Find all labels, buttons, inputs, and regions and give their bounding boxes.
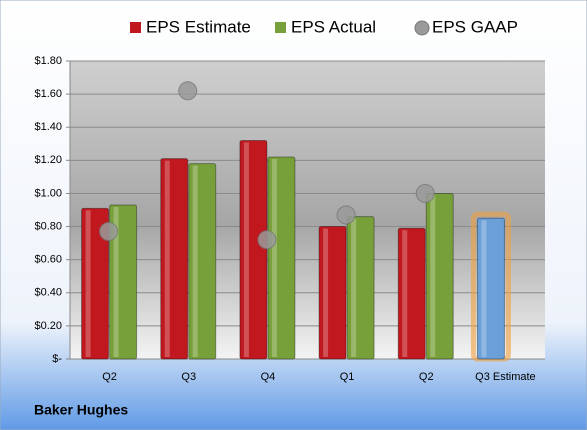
bar <box>476 217 505 360</box>
legend-label: EPS GAAP <box>432 17 518 36</box>
bar <box>397 227 426 360</box>
caption: Baker Hughes <box>34 402 128 418</box>
bar-shine <box>85 210 91 357</box>
bar-shine <box>113 207 119 357</box>
bar <box>239 139 268 360</box>
marker <box>99 222 119 242</box>
bar-shine <box>430 195 436 357</box>
bar-shine <box>323 228 329 357</box>
bar-shine <box>351 218 357 357</box>
marker <box>336 205 356 225</box>
bar <box>160 158 189 360</box>
y-tick-label: $- <box>52 353 62 365</box>
legend-label: EPS Actual <box>291 17 376 36</box>
y-tick-label: $0.20 <box>34 320 62 332</box>
plot-area <box>70 61 545 359</box>
x-tick-label: Q2 <box>419 371 434 383</box>
bar <box>346 216 375 360</box>
legend-swatch <box>130 22 141 33</box>
legend-swatch <box>414 20 430 36</box>
bar-shine <box>164 160 170 357</box>
y-tick-label: $1.80 <box>34 55 62 67</box>
x-tick-label: Q1 <box>340 371 355 383</box>
x-tick-label: Q4 <box>261 371 276 383</box>
marker <box>257 230 277 250</box>
marker <box>415 183 435 203</box>
y-tick-label: $0.60 <box>34 254 62 266</box>
x-tick-label: Q3 Estimate <box>475 371 536 383</box>
x-tick-label: Q2 <box>102 371 117 383</box>
x-tick-label: Q3 <box>181 371 196 383</box>
y-tick-label: $1.40 <box>34 121 62 133</box>
y-tick-label: $0.40 <box>34 287 62 299</box>
bar <box>81 207 110 360</box>
bar <box>267 156 296 360</box>
bar <box>188 163 217 360</box>
bar-shine <box>402 230 408 357</box>
y-tick-label: $1.20 <box>34 154 62 166</box>
y-tick-label: $0.80 <box>34 220 62 232</box>
bar-shine <box>271 159 277 357</box>
bar-shine <box>243 142 249 357</box>
y-tick-label: $1.00 <box>34 187 62 199</box>
bar <box>109 204 138 360</box>
bar <box>318 226 347 360</box>
marker <box>178 81 198 101</box>
bar-shine <box>192 165 198 357</box>
bar-shine <box>481 220 487 357</box>
bar <box>425 192 454 360</box>
y-tick-label: $1.60 <box>34 88 62 100</box>
legend-label: EPS Estimate <box>146 17 251 36</box>
legend-swatch <box>275 22 286 33</box>
